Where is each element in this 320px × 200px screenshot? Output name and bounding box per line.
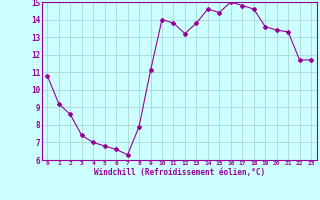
X-axis label: Windchill (Refroidissement éolien,°C): Windchill (Refroidissement éolien,°C) xyxy=(94,168,265,177)
